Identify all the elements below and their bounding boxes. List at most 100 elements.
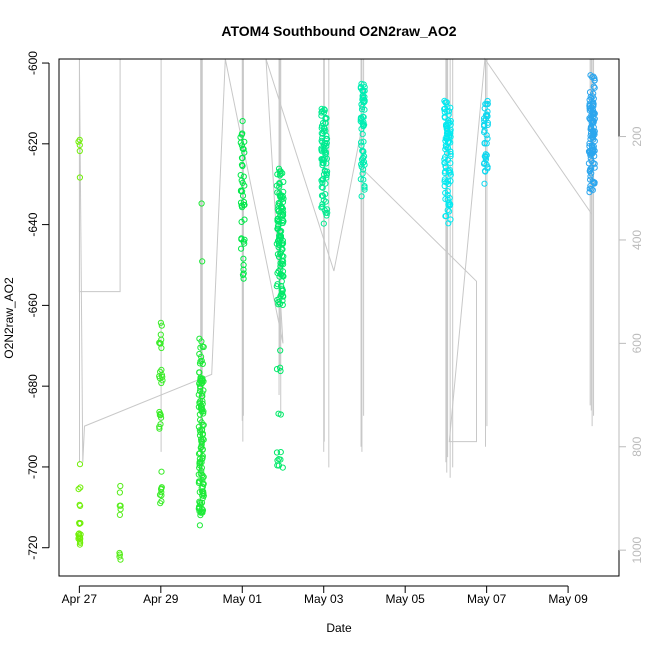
x-tick-label: May 09 xyxy=(548,592,588,606)
data-point xyxy=(240,275,247,282)
data-point xyxy=(196,522,203,529)
x-axis-label: Date xyxy=(326,621,352,635)
data-point xyxy=(319,193,327,200)
data-point xyxy=(276,273,283,280)
data-point xyxy=(199,480,206,487)
data-point xyxy=(158,366,165,373)
data-point xyxy=(239,271,247,278)
x-tick-label: May 03 xyxy=(304,592,344,606)
data-point xyxy=(76,142,83,149)
data-point xyxy=(443,179,450,186)
data-point xyxy=(322,209,329,216)
data-point xyxy=(156,423,163,430)
data-point xyxy=(76,532,83,539)
data-point xyxy=(280,209,287,216)
data-point xyxy=(156,412,163,419)
y-tick-label: -620 xyxy=(26,131,40,155)
data-point xyxy=(322,180,329,187)
data-point xyxy=(319,156,326,163)
data-point xyxy=(358,193,365,200)
data-point xyxy=(274,281,281,288)
data-point xyxy=(158,485,165,492)
x-tick-label: Apr 29 xyxy=(143,592,179,606)
data-point xyxy=(357,118,364,125)
data-point xyxy=(590,83,597,90)
data-point xyxy=(481,153,488,160)
y2-tick-label: 800 xyxy=(630,436,644,456)
data-point xyxy=(360,148,367,155)
data-point xyxy=(197,470,204,477)
data-point xyxy=(200,436,207,443)
data-point xyxy=(447,121,454,128)
data-point xyxy=(323,212,330,219)
data-point xyxy=(446,194,453,202)
axes-layer: -600 -620 -640 -660 -680 -700 -720 200 400 600 800… xyxy=(26,51,644,606)
data-point xyxy=(77,531,84,538)
data-point xyxy=(590,136,597,143)
data-point xyxy=(277,367,284,375)
data-point xyxy=(481,115,488,122)
data-point xyxy=(320,220,327,227)
data-point xyxy=(484,121,491,129)
data-point xyxy=(197,459,204,466)
data-point xyxy=(589,144,596,151)
x-tick-label: May 05 xyxy=(386,592,426,606)
data-point xyxy=(588,123,595,131)
data-point xyxy=(198,353,205,360)
data-point xyxy=(358,106,366,113)
y-axis-label: O2N2raw_AO2 xyxy=(2,277,16,359)
data-point xyxy=(199,426,206,433)
data-point xyxy=(156,340,163,347)
data-point xyxy=(361,121,368,129)
data-point xyxy=(199,400,206,407)
data-point xyxy=(590,95,597,102)
data-point xyxy=(198,436,205,443)
data-point xyxy=(591,160,598,167)
data-point xyxy=(358,163,365,170)
depth-trace-line xyxy=(78,57,593,463)
data-point xyxy=(116,511,124,519)
data-point xyxy=(238,236,245,243)
data-point xyxy=(588,150,595,158)
data-point xyxy=(279,272,286,279)
data-point xyxy=(277,347,284,354)
data-point xyxy=(116,502,123,509)
data-point xyxy=(274,189,281,196)
data-point xyxy=(444,177,451,184)
data-point xyxy=(77,484,84,491)
data-point xyxy=(441,106,448,113)
chart-title: ATOM4 Southbound O2N2raw_AO2 xyxy=(221,23,456,39)
data-point xyxy=(361,186,368,193)
data-point xyxy=(361,106,368,113)
data-point xyxy=(321,109,328,116)
y2-tick-label: 400 xyxy=(630,230,644,250)
data-point xyxy=(278,203,285,210)
data-point xyxy=(275,253,283,260)
y-tick-label: -640 xyxy=(26,212,40,236)
data-point xyxy=(238,202,245,209)
data-point xyxy=(446,169,453,176)
data-point xyxy=(239,155,246,162)
data-point xyxy=(443,130,451,137)
data-point xyxy=(157,331,164,338)
data-point xyxy=(318,123,326,130)
data-point xyxy=(277,250,284,257)
data-point xyxy=(240,146,247,153)
data-point xyxy=(198,464,205,471)
data-point xyxy=(274,171,281,178)
x-tick-label: May 01 xyxy=(223,592,263,606)
y2-tick-label: 1000 xyxy=(630,536,644,563)
data-point xyxy=(318,156,325,163)
data-point xyxy=(196,432,204,439)
data-point xyxy=(319,130,326,137)
data-point xyxy=(357,176,364,183)
data-point xyxy=(241,149,248,156)
data-point xyxy=(590,99,597,106)
data-point xyxy=(76,530,83,537)
data-point xyxy=(322,198,329,205)
data-point xyxy=(237,188,245,195)
data-point xyxy=(116,489,124,496)
data-point xyxy=(358,161,365,168)
data-point xyxy=(441,182,448,190)
